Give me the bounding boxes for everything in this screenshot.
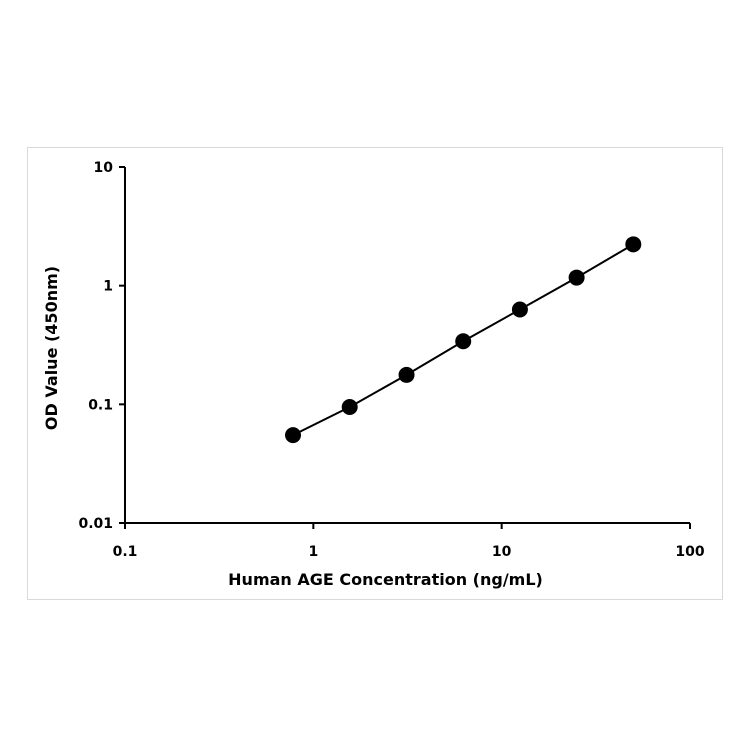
data-point (511, 301, 528, 318)
y-tick-label: 0.01 (78, 516, 113, 532)
chart-frame (27, 147, 723, 600)
data-point (625, 236, 642, 253)
axes (124, 167, 690, 524)
x-tick-label: 0.1 (113, 544, 138, 560)
x-tick-label: 10 (492, 544, 512, 560)
y-axis-title: OD Value (450nm) (42, 266, 61, 430)
data-point (455, 333, 472, 350)
y-tick-label: 10 (94, 160, 114, 176)
data-point (398, 366, 415, 383)
y-tick-label: 0.1 (88, 397, 113, 413)
y-tick-label: 1 (103, 279, 113, 295)
x-tick-label: 100 (675, 544, 704, 560)
x-axis-title: Human AGE Concentration (ng/mL) (228, 570, 543, 589)
series-group (285, 236, 642, 444)
x-ticks: 0.1 1 10 100 (113, 523, 705, 560)
data-point (285, 427, 302, 444)
data-point (568, 269, 585, 286)
data-point (341, 398, 358, 415)
x-tick-label: 1 (308, 544, 318, 560)
y-ticks: 0.01 0.1 1 10 (78, 160, 125, 532)
